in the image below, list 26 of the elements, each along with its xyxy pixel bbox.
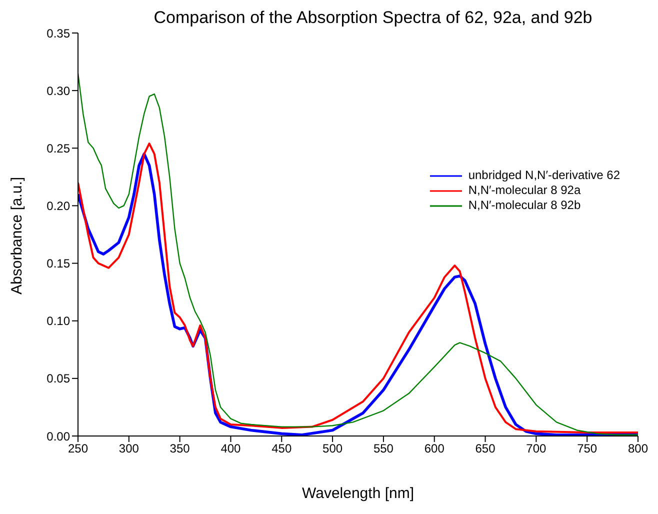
x-tick-label: 650 xyxy=(475,442,496,456)
x-tick-label: 350 xyxy=(170,442,190,456)
x-tick-label: 300 xyxy=(118,442,140,456)
x-tick-label: 800 xyxy=(628,442,648,456)
x-tick-label: 600 xyxy=(424,442,445,456)
y-tick-label: 0.30 xyxy=(46,84,70,98)
x-tick-label: 400 xyxy=(220,442,242,456)
x-tick-label: 500 xyxy=(322,442,343,456)
x-tick-label: 750 xyxy=(577,442,598,456)
chart-title: Comparison of the Absorption Spectra of 62, 92a, and 92b xyxy=(152,8,594,28)
x-axis-title: Wavelength [nm] xyxy=(302,485,414,502)
y-tick-label: 0.10 xyxy=(46,314,70,328)
y-tick-label: 0.05 xyxy=(46,372,70,386)
x-tick-label: 450 xyxy=(272,442,292,456)
x-tick-label: 700 xyxy=(526,442,547,456)
legend-label: unbridged N,N′-derivative 62 xyxy=(468,168,620,183)
legend-label: N,N′-molecular 8 92a xyxy=(468,183,581,198)
x-tick-label: 250 xyxy=(68,442,88,456)
x-tick-label: 550 xyxy=(373,442,394,456)
legend-label: N,N′-molecular 8 92b xyxy=(468,198,581,213)
y-tick-label: 0.15 xyxy=(46,256,70,271)
y-axis-title: Absorbance [a.u.] xyxy=(8,176,26,294)
y-tick-label: 0.00 xyxy=(46,429,70,444)
y-tick-label: 0.20 xyxy=(46,198,70,213)
y-tick-label: 0.25 xyxy=(46,141,70,156)
y-tick-label: 0.35 xyxy=(46,26,70,40)
